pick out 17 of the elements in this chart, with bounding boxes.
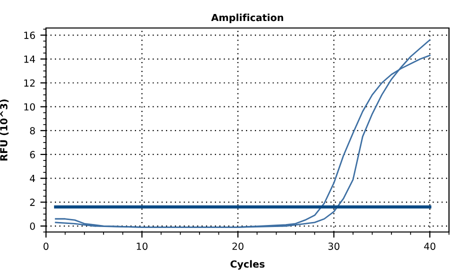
- y-tick-label: 16: [24, 32, 35, 39]
- x-tick-label: 0: [44, 242, 48, 250]
- x-tick-label: 20: [232, 242, 244, 250]
- y-tick-label: 0: [30, 222, 35, 230]
- y-tick-label: 10: [24, 103, 35, 111]
- x-axis-title: Cycles: [230, 260, 265, 270]
- y-tick-label: 6: [30, 150, 35, 158]
- y-tick-label: 14: [24, 56, 36, 63]
- x-tick-label: 40: [424, 242, 436, 250]
- y-tick-label: 8: [30, 127, 35, 134]
- x-tick-label: 30: [328, 242, 340, 250]
- y-tick-label: 12: [24, 79, 35, 87]
- y-tick-label: 2: [30, 198, 35, 206]
- chart-title: Amplification: [211, 14, 284, 24]
- y-axis-title: RFU (10^3): [0, 99, 9, 160]
- y-tick-label: 4: [30, 174, 36, 182]
- x-tick-label: 10: [136, 242, 148, 250]
